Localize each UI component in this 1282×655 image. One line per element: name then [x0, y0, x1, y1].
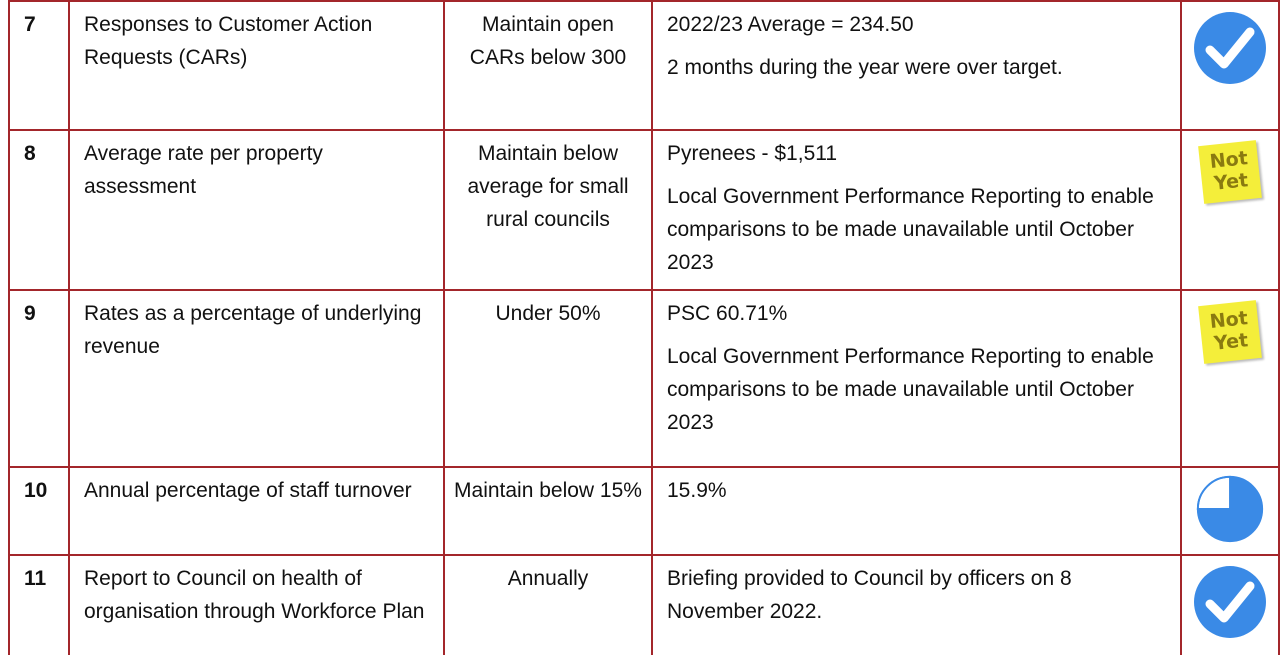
number: 9	[8, 289, 70, 468]
measure: Responses to Customer Action Requests (C…	[68, 0, 445, 131]
result-line: 15.9%	[667, 479, 727, 502]
number: 10	[8, 466, 70, 556]
number: 11	[8, 554, 70, 655]
row: 7 Responses to Customer Action Requests …	[8, 0, 1280, 131]
status	[1180, 554, 1280, 655]
target: Under 50%	[443, 289, 653, 468]
result: 15.9%	[651, 466, 1182, 556]
result-line: Local Government Performance Reporting t…	[667, 345, 1154, 434]
measure: Report to Council on health of organisat…	[68, 554, 445, 655]
result: Briefing provided to Council by officers…	[651, 554, 1182, 655]
row: 10 Annual percentage of staff turnover M…	[8, 466, 1280, 556]
measure: Rates as a percentage of underlying reve…	[68, 289, 445, 468]
result-line: Local Government Performance Reporting t…	[667, 185, 1154, 274]
row: 9 Rates as a percentage of underlying re…	[8, 289, 1280, 468]
row: 8 Average rate per property assessment M…	[8, 129, 1280, 291]
measure: Annual percentage of staff turnover	[68, 466, 445, 556]
target: Annually	[443, 554, 653, 655]
status	[1180, 466, 1280, 556]
result-line: 2 months during the year were over targe…	[667, 56, 1063, 79]
result-line: PSC 60.71%	[667, 302, 788, 325]
not-yet-note: Not Yet	[1198, 140, 1262, 204]
check-icon	[1194, 12, 1266, 84]
number: 8	[8, 129, 70, 291]
row: 11 Report to Council on health of organi…	[8, 554, 1280, 655]
target: Maintain open CARs below 300	[443, 0, 653, 131]
target: Maintain below average for small rural c…	[443, 129, 653, 291]
result: Pyrenees - $1,511 Local Government Perfor…	[651, 129, 1182, 291]
number: 7	[8, 0, 70, 131]
table-body: 7 Responses to Customer Action Requests …	[8, 0, 1280, 655]
check-icon	[1194, 566, 1266, 638]
result-line: Pyrenees - $1,511	[667, 142, 838, 165]
status: Not Yet	[1180, 289, 1280, 468]
quarter-pie-icon	[1196, 475, 1264, 543]
target: Maintain below 15%	[443, 466, 653, 556]
result: PSC 60.71% Local Government Performance R…	[651, 289, 1182, 468]
measure: Average rate per property assessment	[68, 129, 445, 291]
result-line: 2022/23 Average = 234.50	[667, 13, 914, 36]
status: Not Yet	[1180, 129, 1280, 291]
result-line: Briefing provided to Council by officers…	[667, 567, 1072, 623]
results-table: 7 Responses to Customer Action Requests …	[8, 0, 1280, 655]
status	[1180, 0, 1280, 131]
not-yet-note: Not Yet	[1198, 300, 1262, 364]
result: 2022/23 Average = 234.50 2 months during …	[651, 0, 1182, 131]
